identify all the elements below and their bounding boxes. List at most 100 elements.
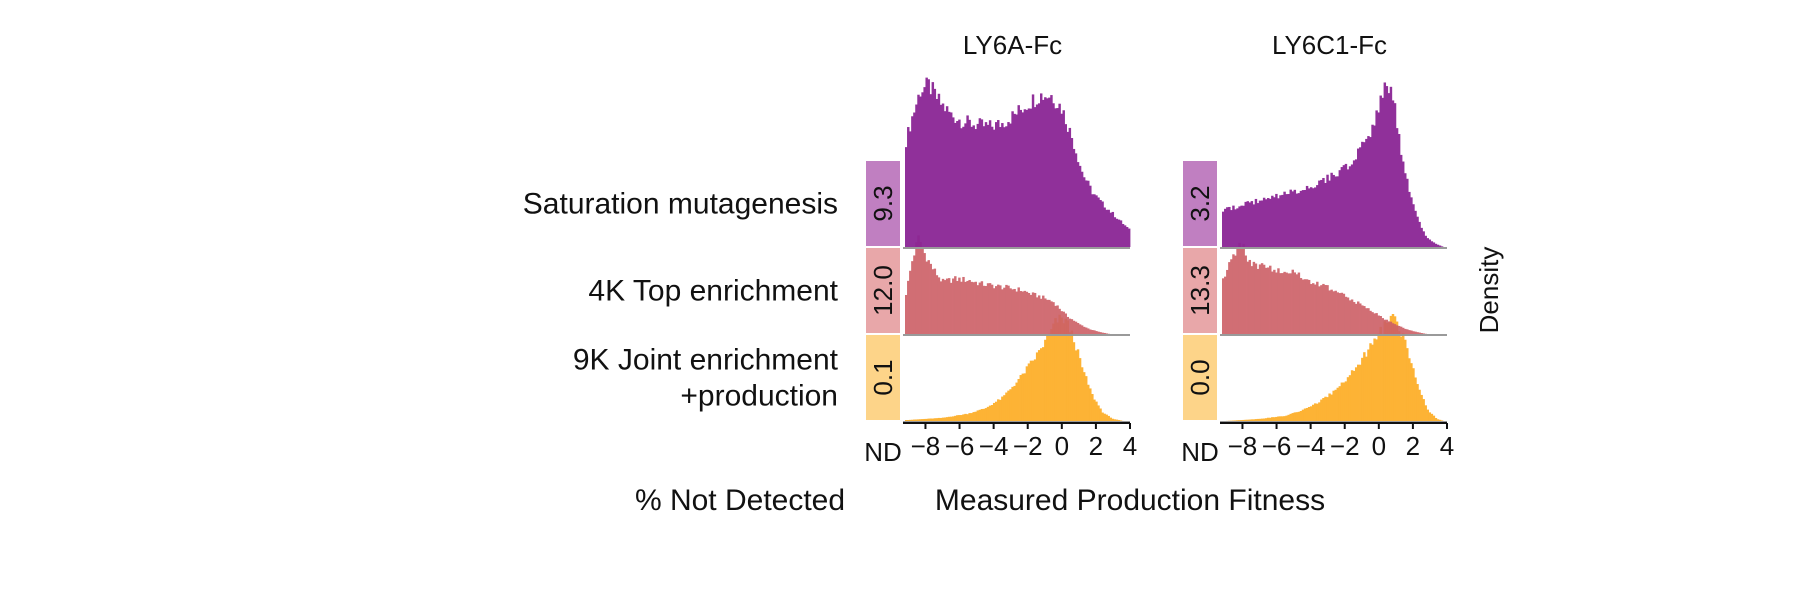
histogram-bar (1091, 330, 1094, 334)
histogram-bar (1258, 200, 1262, 247)
histogram-bar (1336, 387, 1339, 421)
histogram-bar (1338, 170, 1342, 247)
histogram-bar (1377, 333, 1380, 421)
histogram-bar (1017, 105, 1020, 247)
histogram-bar (1256, 268, 1260, 334)
nd-axis-label: % Not Detected (635, 484, 845, 517)
histogram-top (905, 235, 1110, 334)
histogram-bar (1246, 419, 1249, 421)
histogram-bar (1262, 197, 1266, 247)
histogram-bar (1236, 246, 1239, 334)
histogram-bar (909, 131, 912, 247)
histogram-bar (1035, 104, 1039, 248)
histogram-bar (1064, 313, 1067, 334)
histogram-bar (1287, 273, 1290, 334)
histogram-bar (935, 98, 939, 248)
histogram-bar (1277, 416, 1280, 421)
histogram-bar (1037, 350, 1041, 421)
histogram-bar (968, 119, 971, 247)
histogram-bar (1281, 416, 1284, 421)
histogram-bar (1348, 375, 1352, 421)
histogram-bar (1095, 195, 1098, 247)
histogram-bar (1256, 203, 1260, 247)
histogram-bar (1357, 364, 1360, 421)
histogram-bar (1307, 188, 1311, 247)
histogram-bar (1283, 191, 1286, 247)
histogram-bar (1007, 122, 1010, 247)
histogram-bar (1033, 292, 1037, 334)
histogram-bar (1066, 316, 1070, 334)
histogram-bar (1420, 227, 1423, 247)
histogram-bar (954, 276, 957, 334)
histogram-bar (1309, 406, 1313, 421)
histogram-bar (1344, 296, 1348, 334)
histogram-bar (1240, 205, 1243, 247)
histogram-bar (1408, 330, 1411, 334)
histogram-bar (1314, 403, 1317, 421)
histogram-bar (1238, 420, 1241, 421)
histogram-bar (1422, 333, 1425, 334)
histogram-joint (1226, 314, 1444, 421)
histogram-bar (962, 126, 965, 247)
histogram-sat (1222, 82, 1444, 248)
histogram-bar (1115, 218, 1119, 247)
histogram-bar (997, 399, 1000, 421)
histogram-bar (1354, 303, 1358, 334)
histogram-bar (1033, 359, 1037, 421)
histogram-bar (964, 281, 967, 334)
histogram-bar (1230, 259, 1233, 334)
histogram-bar (1365, 138, 1368, 247)
histogram-bar (1009, 123, 1012, 247)
nd-tick-label: ND (864, 437, 902, 467)
histogram-bar (972, 412, 975, 421)
histogram-bar (1281, 194, 1284, 247)
histogram-bar (929, 94, 932, 247)
histogram-bar (1369, 310, 1372, 334)
histogram-bar (1113, 217, 1117, 247)
histogram-bar (1381, 318, 1384, 334)
histogram-bar (1338, 386, 1342, 421)
histogram-bar (1058, 314, 1061, 421)
histogram-bar (1326, 174, 1329, 247)
histogram-bar (1397, 331, 1401, 421)
histogram-bar (1091, 194, 1094, 247)
histogram-bar (1287, 194, 1290, 247)
histogram-bar (947, 278, 951, 334)
histogram-bar (1078, 324, 1082, 334)
histogram-bar (1301, 190, 1305, 247)
histogram-bar (911, 261, 914, 334)
histogram-bar (1252, 261, 1256, 334)
histogram-bar (999, 399, 1002, 421)
histogram-bar (1101, 412, 1104, 421)
histogram-bar (1312, 188, 1315, 247)
histogram-bar (1099, 200, 1102, 247)
histogram-bar (1299, 411, 1303, 421)
histogram-bar (1391, 323, 1395, 334)
histogram-bar (1377, 315, 1380, 334)
histogram-bar (919, 241, 922, 334)
histogram-bar (945, 417, 949, 421)
histogram-bar (1289, 413, 1292, 421)
histogram-bar (1273, 269, 1276, 334)
histogram-bar (1078, 165, 1082, 247)
histogram-bar (1005, 284, 1008, 334)
histogram-bar (1279, 273, 1282, 334)
histogram-bar (1316, 185, 1319, 247)
histogram-bar (1305, 279, 1309, 334)
histogram-bar (1267, 417, 1270, 421)
histogram-bar (1295, 412, 1299, 421)
histogram-bar (1048, 97, 1051, 247)
histogram-bar (943, 280, 947, 334)
histogram-bar (1095, 401, 1098, 421)
histogram-bar (960, 128, 963, 247)
histogram-bar (999, 285, 1002, 334)
histogram-bar (927, 418, 930, 421)
histogram-bar (1359, 147, 1362, 247)
histogram-bar (974, 411, 977, 421)
histogram-bar (1044, 339, 1047, 421)
histogram-bar (1085, 180, 1088, 247)
histogram-bar (1430, 413, 1434, 421)
histogram-bar (1307, 279, 1311, 334)
histogram-bar (907, 420, 910, 421)
histogram-bar (982, 126, 986, 247)
